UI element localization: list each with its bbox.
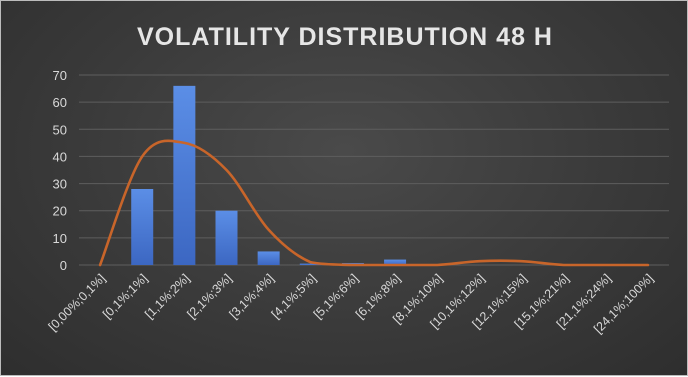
y-tick-label: 70 bbox=[53, 68, 67, 83]
y-axis: 0 10 20 30 40 50 60 70 bbox=[53, 68, 67, 273]
y-tick-label: 40 bbox=[53, 149, 67, 164]
y-tick-label: 30 bbox=[53, 177, 67, 192]
x-tick-label: [3,1%;4%] bbox=[227, 271, 277, 321]
x-tick-label: [0,1%;1%] bbox=[100, 271, 150, 321]
y-tick-label: 10 bbox=[53, 231, 67, 246]
bar bbox=[299, 263, 322, 265]
bar bbox=[384, 259, 407, 265]
bar bbox=[257, 251, 280, 265]
bars bbox=[131, 85, 407, 265]
bar bbox=[131, 189, 154, 265]
x-tick-label: [5,1%;6%] bbox=[311, 271, 361, 321]
x-tick-label: [0,00%;0,1%] bbox=[46, 271, 108, 333]
trend-curve-layer bbox=[98, 139, 650, 267]
gridlines bbox=[79, 74, 669, 266]
x-tick-label: [1,1%;2%] bbox=[142, 271, 192, 321]
bar bbox=[173, 85, 196, 265]
x-axis: [0,00%;0,1%][0,1%;1%][1,1%;2%][2,1%;3%][… bbox=[46, 271, 656, 336]
x-tick-label: [4,1%;5%] bbox=[269, 271, 319, 321]
trend-curve bbox=[98, 139, 650, 267]
y-tick-label: 60 bbox=[53, 95, 67, 110]
chart-title: VOLATILITY DISTRIBUTION 48 H bbox=[137, 23, 553, 51]
y-tick-label: 20 bbox=[53, 204, 67, 219]
y-tick-label: 50 bbox=[53, 122, 67, 137]
y-tick-label: 0 bbox=[60, 258, 67, 273]
bar bbox=[215, 210, 238, 265]
x-tick-label: [2,1%;3%] bbox=[184, 271, 234, 321]
